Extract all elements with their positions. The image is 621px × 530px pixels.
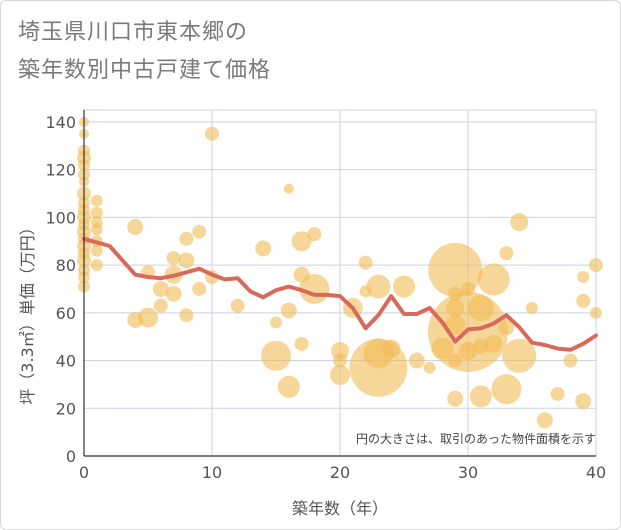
data-bubble (165, 285, 182, 302)
data-bubble (447, 390, 464, 407)
data-bubble (467, 295, 494, 322)
y-axis-label: 坪（3.3㎡）単価（万円） (18, 219, 37, 404)
data-bubble (589, 258, 603, 273)
data-bubble (382, 339, 401, 358)
bubble-size-note: 円の大きさは、取引のあった物件面積を示す (356, 431, 596, 446)
data-bubble (448, 353, 463, 368)
data-bubble (270, 316, 282, 329)
data-bubble (294, 336, 309, 351)
data-bubble (577, 271, 590, 284)
data-bubble (502, 338, 537, 373)
data-bubble (261, 340, 291, 371)
data-bubble (393, 275, 415, 298)
data-bubble (469, 385, 492, 408)
data-bubble (205, 126, 219, 141)
y-tick-label: 20 (56, 399, 76, 418)
data-bubble (498, 319, 515, 336)
chart-title-line1: 埼玉県川口市東本郷の (18, 20, 249, 45)
data-bubble (526, 302, 538, 315)
data-bubble (293, 266, 310, 283)
data-bubble (491, 374, 522, 405)
y-tick-label: 140 (45, 113, 76, 132)
data-bubble (484, 334, 503, 353)
x-tick-label: 0 (79, 463, 89, 482)
data-bubble (472, 338, 489, 355)
data-bubble (255, 240, 272, 257)
data-bubble (423, 361, 436, 374)
data-bubble (333, 353, 347, 368)
data-bubble (178, 252, 195, 269)
data-bubble (90, 244, 103, 257)
bubble-layer (77, 116, 603, 429)
data-bubble (127, 311, 144, 328)
data-bubble (330, 364, 350, 385)
data-bubble (408, 352, 425, 369)
data-bubble (152, 280, 169, 297)
data-bubble (127, 218, 144, 235)
data-bubble (550, 386, 565, 401)
data-bubble (283, 183, 294, 194)
data-bubble (459, 342, 477, 361)
data-bubble (445, 314, 466, 335)
data-bubble (510, 213, 529, 232)
data-bubble (90, 206, 103, 219)
average-price-trend-line (82, 236, 598, 352)
data-bubble (536, 412, 553, 429)
x-tick-label: 40 (586, 463, 606, 482)
x-tick-label: 10 (202, 463, 222, 482)
data-bubble (192, 224, 207, 239)
data-bubble (461, 281, 475, 296)
chart-title-line2: 築年数別中古戸建て価格 (18, 58, 272, 83)
data-bubble (431, 337, 454, 360)
x-tick-label: 30 (458, 463, 478, 482)
x-tick-label: 20 (330, 463, 350, 482)
data-bubble (359, 285, 372, 298)
data-bubble (358, 255, 373, 270)
data-bubble (291, 231, 312, 252)
data-bubble (366, 274, 391, 299)
data-bubble (230, 298, 245, 313)
y-tick-label: 0 (66, 447, 76, 466)
data-bubble (153, 298, 168, 313)
data-bubble (138, 307, 158, 328)
y-tick-label: 120 (45, 161, 76, 180)
data-bubble (90, 223, 103, 236)
data-bubble (590, 306, 602, 319)
data-bubble (576, 293, 591, 308)
data-bubble (90, 259, 103, 272)
x-axis-label: 築年数（年） (292, 499, 388, 518)
y-tick-label: 80 (56, 256, 76, 275)
y-tick-label: 40 (56, 352, 76, 371)
data-bubble (575, 393, 592, 410)
trend-line-layer (82, 236, 598, 352)
data-bubble (90, 194, 103, 207)
data-bubble (563, 353, 578, 368)
data-bubble (277, 375, 300, 398)
data-bubble (446, 299, 465, 318)
data-bubble (179, 308, 194, 323)
data-bubble (179, 231, 194, 246)
data-bubble (307, 227, 322, 242)
data-bubble (192, 281, 207, 296)
data-bubble (280, 302, 297, 319)
y-tick-label: 100 (45, 208, 76, 227)
data-bubble (499, 246, 514, 261)
data-bubble (448, 286, 463, 301)
axis-layer: 0 20 40 60 80 100 120 140 0 10 20 30 40 (45, 110, 606, 482)
y-tick-label: 60 (56, 304, 76, 323)
data-bubble (166, 250, 181, 265)
data-bubble (477, 263, 510, 296)
